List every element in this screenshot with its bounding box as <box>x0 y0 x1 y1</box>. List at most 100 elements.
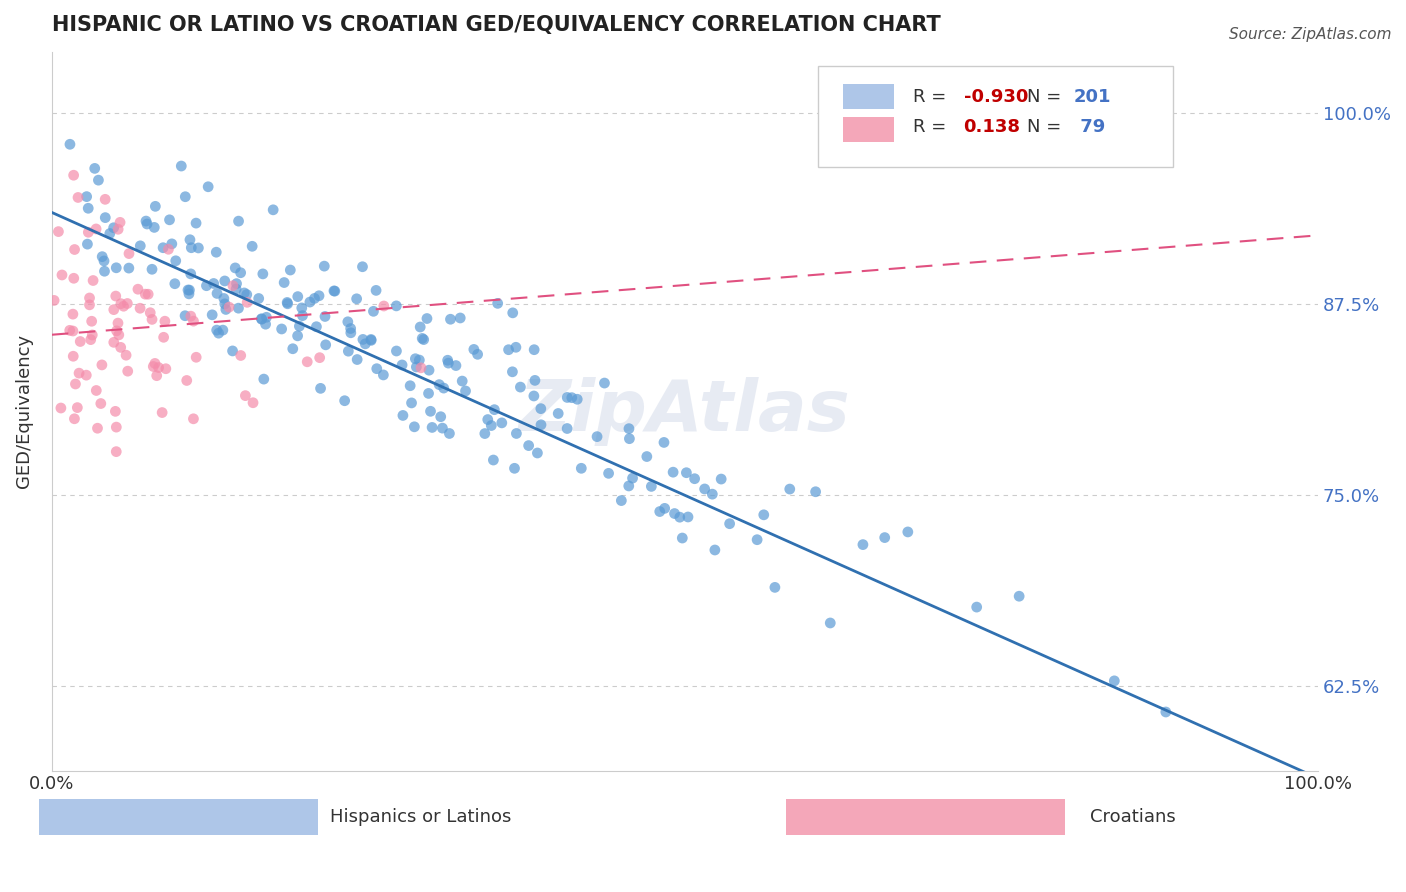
Point <box>105 324 128 338</box>
Point <box>683 472 706 486</box>
Point <box>411 331 433 345</box>
Point <box>437 356 460 370</box>
Point <box>439 426 461 441</box>
Point <box>240 239 263 253</box>
Point <box>309 381 332 395</box>
Point <box>180 309 202 323</box>
Point <box>253 372 276 386</box>
Point <box>315 338 337 352</box>
Point <box>66 401 89 415</box>
Point <box>702 487 724 501</box>
Point <box>174 309 197 323</box>
Point <box>477 412 499 426</box>
Point <box>105 420 128 434</box>
Point <box>225 282 247 296</box>
Point <box>664 507 686 521</box>
Point <box>703 543 725 558</box>
Point <box>174 190 197 204</box>
Point <box>62 324 84 338</box>
Point <box>399 378 422 392</box>
Point <box>62 168 84 182</box>
Point <box>486 296 509 310</box>
Point <box>212 292 235 306</box>
Point <box>498 343 520 357</box>
Point <box>180 241 202 255</box>
Point <box>134 287 156 301</box>
Point <box>129 301 152 316</box>
Point <box>668 510 690 524</box>
Text: -0.930: -0.930 <box>963 88 1028 106</box>
Point <box>391 358 413 372</box>
Point <box>112 299 135 313</box>
Point <box>463 343 485 357</box>
Point <box>262 202 284 217</box>
Point <box>48 225 70 239</box>
Point <box>155 361 177 376</box>
FancyBboxPatch shape <box>39 799 318 835</box>
Point <box>76 237 98 252</box>
Point <box>363 304 385 318</box>
Point <box>346 352 368 367</box>
Point <box>385 344 408 359</box>
Point <box>195 278 218 293</box>
FancyBboxPatch shape <box>786 799 1064 835</box>
Point <box>420 420 443 434</box>
Text: N =: N = <box>1026 88 1067 106</box>
Point <box>820 615 842 630</box>
Y-axis label: GED/Equivalency: GED/Equivalency <box>15 334 32 488</box>
Point <box>804 484 827 499</box>
Point <box>373 299 395 313</box>
Text: R =: R = <box>912 119 957 136</box>
Point <box>75 368 97 383</box>
Point <box>427 377 450 392</box>
Point <box>617 479 640 493</box>
Point <box>107 327 129 342</box>
Point <box>91 250 114 264</box>
Point <box>65 376 87 391</box>
Point <box>141 262 163 277</box>
Point <box>247 292 270 306</box>
Point <box>467 347 489 361</box>
Point <box>110 296 132 310</box>
Point <box>129 239 152 253</box>
Point <box>250 311 273 326</box>
Point <box>179 283 201 297</box>
Point <box>152 241 174 255</box>
Point <box>718 516 741 531</box>
Point <box>183 412 205 426</box>
Point <box>79 298 101 312</box>
Point <box>84 384 107 398</box>
FancyBboxPatch shape <box>818 66 1173 167</box>
Point <box>103 302 125 317</box>
Point <box>143 356 166 370</box>
Point <box>636 450 658 464</box>
Point <box>305 319 328 334</box>
Point <box>454 384 477 398</box>
Point <box>228 214 250 228</box>
Point <box>104 404 127 418</box>
Point <box>676 510 699 524</box>
Point <box>87 173 110 187</box>
Point <box>693 482 716 496</box>
Point <box>429 409 451 424</box>
Point <box>163 277 186 291</box>
Point <box>76 189 98 203</box>
Point <box>479 418 502 433</box>
Point <box>90 358 112 372</box>
Point <box>177 283 200 297</box>
Point <box>352 260 374 274</box>
Point <box>404 351 426 366</box>
Text: HISPANIC OR LATINO VS CROATIAN GED/EQUIVALENCY CORRELATION CHART: HISPANIC OR LATINO VS CROATIAN GED/EQUIV… <box>52 15 941 35</box>
Point <box>337 344 360 359</box>
Point <box>201 308 224 322</box>
Point <box>291 301 314 315</box>
Point <box>281 342 304 356</box>
Point <box>360 334 382 348</box>
Point <box>242 395 264 409</box>
Point <box>652 435 675 450</box>
Point <box>598 467 620 481</box>
Point <box>314 310 336 324</box>
Point <box>404 419 426 434</box>
Point <box>205 245 228 260</box>
Point <box>180 267 202 281</box>
